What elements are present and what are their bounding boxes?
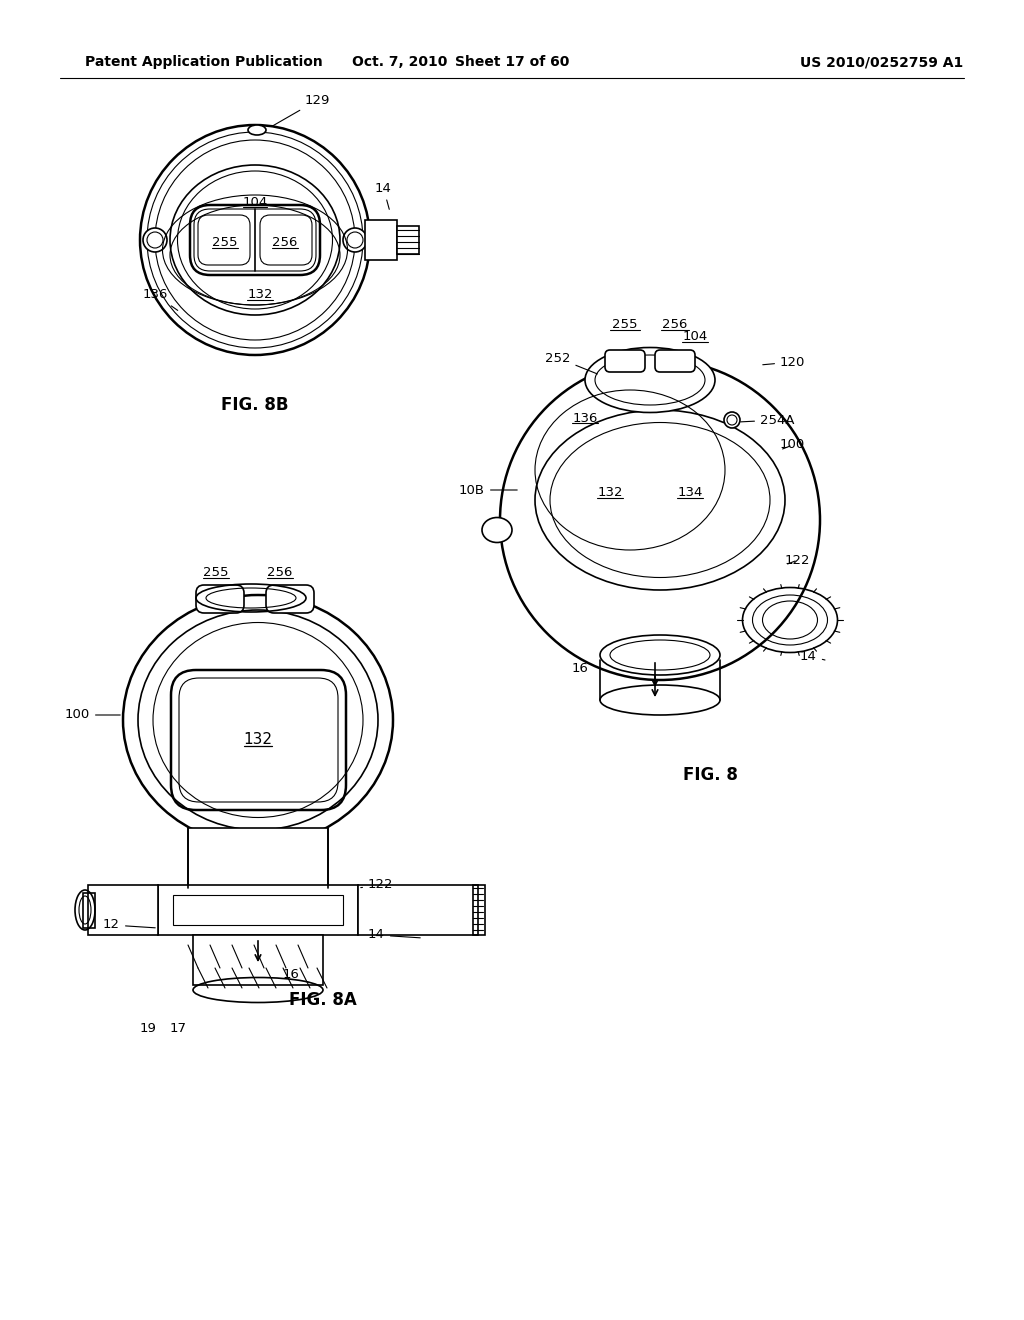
Text: 120: 120	[763, 355, 805, 368]
Text: 100: 100	[65, 709, 120, 722]
Text: 104: 104	[243, 195, 267, 209]
Circle shape	[343, 228, 367, 252]
FancyBboxPatch shape	[605, 350, 645, 372]
Text: US 2010/0252759 A1: US 2010/0252759 A1	[800, 55, 964, 69]
Text: 256: 256	[267, 565, 293, 578]
Text: 254A: 254A	[740, 413, 795, 426]
Text: 122: 122	[785, 553, 811, 566]
Bar	[193, 935, 323, 985]
Text: 256: 256	[663, 318, 688, 331]
Text: 136: 136	[143, 289, 178, 310]
Text: 256: 256	[272, 236, 298, 249]
Text: 255: 255	[212, 236, 238, 249]
Text: 132: 132	[597, 486, 623, 499]
Text: 136: 136	[572, 412, 598, 425]
Bar	[88, 884, 158, 935]
FancyBboxPatch shape	[655, 350, 695, 372]
Text: 16: 16	[571, 661, 589, 675]
Text: 252: 252	[545, 351, 597, 374]
Ellipse shape	[248, 125, 266, 135]
Circle shape	[724, 412, 740, 428]
Text: 16: 16	[283, 969, 300, 982]
Text: 14: 14	[375, 181, 392, 210]
Text: 14: 14	[368, 928, 420, 941]
Bar	[397, 226, 419, 253]
Text: 10B: 10B	[459, 483, 517, 496]
Bar	[173, 895, 343, 925]
Text: 12: 12	[103, 919, 156, 932]
Text: 19: 19	[139, 1022, 157, 1035]
Text: Patent Application Publication: Patent Application Publication	[85, 55, 323, 69]
Ellipse shape	[482, 517, 512, 543]
Bar	[188, 828, 328, 888]
Text: Sheet 17 of 60: Sheet 17 of 60	[455, 55, 569, 69]
Text: 100: 100	[780, 438, 805, 451]
Bar	[83, 894, 95, 928]
Text: FIG. 8A: FIG. 8A	[289, 991, 357, 1008]
Bar	[358, 884, 478, 935]
Ellipse shape	[585, 347, 715, 412]
Text: FIG. 8B: FIG. 8B	[221, 396, 289, 414]
Text: 17: 17	[170, 1022, 186, 1035]
Text: 14: 14	[800, 649, 825, 663]
Bar	[473, 884, 485, 935]
Text: 129: 129	[271, 94, 331, 127]
Text: 132: 132	[247, 289, 272, 301]
Circle shape	[143, 228, 167, 252]
Text: 255: 255	[612, 318, 638, 331]
Text: Oct. 7, 2010: Oct. 7, 2010	[352, 55, 447, 69]
Text: 132: 132	[244, 733, 272, 747]
Bar	[365, 220, 397, 260]
Bar	[158, 884, 358, 935]
Text: 122: 122	[360, 879, 393, 891]
Text: 134: 134	[677, 486, 702, 499]
FancyBboxPatch shape	[266, 585, 314, 612]
FancyBboxPatch shape	[196, 585, 244, 612]
Text: 255: 255	[203, 565, 228, 578]
Text: FIG. 8: FIG. 8	[683, 766, 737, 784]
Text: 104: 104	[682, 330, 708, 343]
